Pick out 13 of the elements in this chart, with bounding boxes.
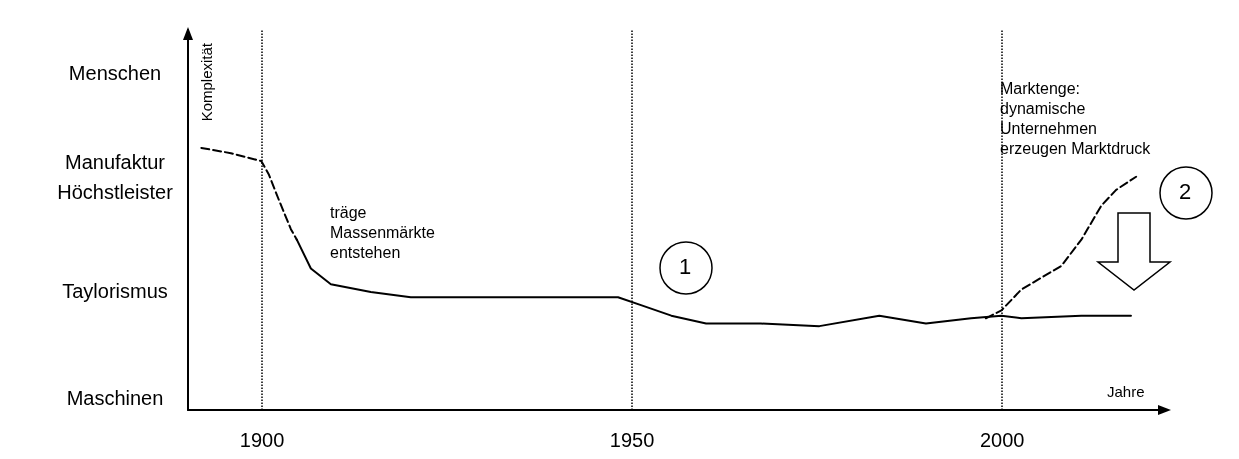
annotation: Marktenge: dynamische Unternehmen erzeugen Marktdruck (1000, 79, 1152, 157)
text: Taylorismus (62, 280, 168, 302)
x-tick-label: 2000 (979, 429, 1025, 451)
annotation: träge Massenmärkte entstehen (330, 203, 436, 261)
y-axis-title: Komplexität (198, 42, 215, 122)
text: Manufaktur Höchstleister (57, 151, 174, 203)
text: 2 (1179, 178, 1192, 204)
text: Maschinen (66, 387, 164, 409)
annotation: 1 (679, 253, 692, 279)
text: Menschen (68, 62, 162, 84)
x-tick-label: 1900 (239, 429, 285, 451)
x-axis-title: Jahre (1107, 383, 1145, 400)
x-tick-label: 1950 (609, 429, 655, 451)
